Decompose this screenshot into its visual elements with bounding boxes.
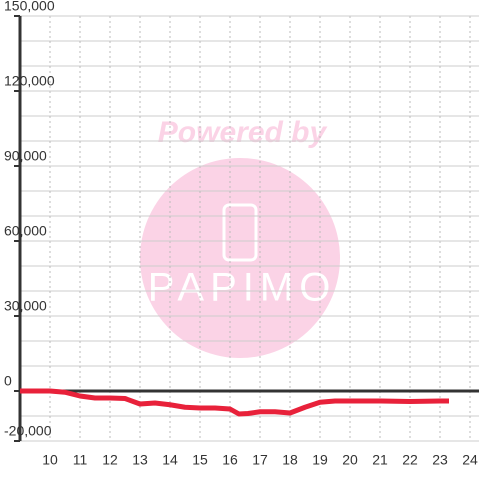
y-tick-label: 60,000 [4,223,47,239]
x-tick-label: 16 [222,452,238,468]
x-tick-label: 10 [42,452,58,468]
x-tick-label: 14 [162,452,178,468]
x-tick-label: 15 [192,452,208,468]
x-tick-label: 13 [132,452,148,468]
x-tick-label: 21 [372,452,388,468]
x-tick-label: 24 [462,452,478,468]
x-tick-label: 12 [102,452,118,468]
x-tick-label: 17 [252,452,268,468]
y-tick-label: 90,000 [4,148,47,164]
x-tick-label: 11 [73,452,88,468]
y-tick-label: 0 [4,373,12,389]
watermark-brand: PAPIMO [148,266,337,310]
data-line [20,388,449,417]
x-tick-label: 18 [282,452,298,468]
watermark-circle [140,158,340,358]
y-tick-label: 30,000 [4,298,47,314]
x-tick-label: 22 [402,452,418,468]
y-tick-label: -20,000 [4,423,52,439]
watermark-text: Powered by [158,116,328,149]
x-tick-label: 19 [312,452,328,468]
x-tick-label: 20 [342,452,358,468]
y-tick-label: 150,000 [4,0,55,14]
x-tick-label: 23 [432,452,448,468]
watermark-icon [222,203,258,262]
y-tick-label: 120,000 [4,73,55,89]
